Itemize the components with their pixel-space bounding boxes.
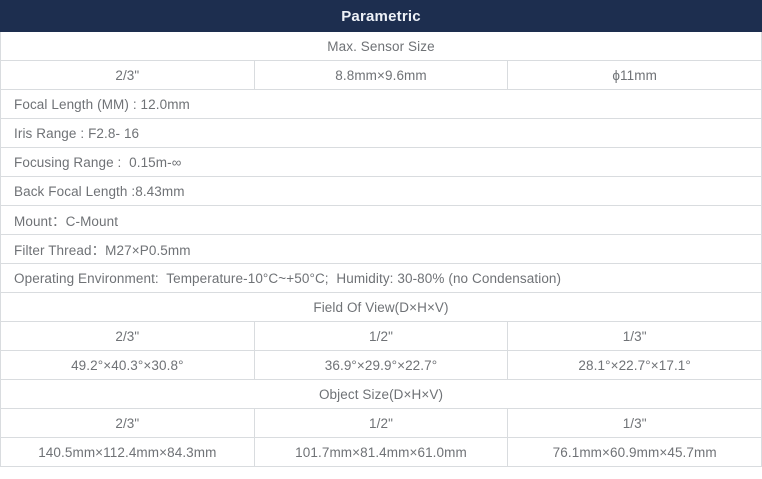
operating-environment-row: Operating Environment: Temperature-10°C~… [1, 264, 761, 293]
object-size-value-cell-1-3: 76.1mm×60.9mm×45.7mm [552, 444, 717, 460]
mount-text: Mount：C-Mount [14, 214, 119, 229]
filter-thread-row: Filter Thread：M27×P0.5mm [1, 235, 761, 264]
operating-environment-text: Operating Environment: Temperature-10°C~… [14, 270, 562, 286]
object-size-format-cell-2-3: 2/3" [1, 409, 255, 437]
fov-format-cell-1-2: 1/2" [255, 322, 509, 350]
fov-value-cell-1-2: 36.9°×29.9°×22.7° [255, 351, 509, 379]
object-size-value-cell-1-2: 101.7mm×81.4mm×61.0mm [255, 438, 509, 466]
focusing-range-text: Focusing Range : 0.15m-∞ [14, 154, 182, 170]
object-size-format-cell-1-2: 1/2" [255, 409, 509, 437]
table-body: Max. Sensor Size 2/3" 8.8mm×9.6mm ϕ11mm … [0, 32, 762, 467]
focusing-range-row: Focusing Range : 0.15m-∞ [1, 148, 761, 177]
field-of-view-header: Field Of View(D×H×V) [313, 299, 449, 315]
sensor-dimensions-cell: 8.8mm×9.6mm [255, 61, 509, 89]
iris-range-text: Iris Range : F2.8- 16 [14, 125, 140, 141]
object-size-value-cell-2-3: 140.5mm×112.4mm×84.3mm [1, 438, 255, 466]
max-sensor-size-header: Max. Sensor Size [327, 38, 435, 54]
object-size-format-row: 2/3" 1/2" 1/3" [1, 409, 761, 438]
parametric-spec-table: Parametric Max. Sensor Size 2/3" 8.8mm×9… [0, 0, 762, 467]
sensor-diameter-cell: ϕ11mm [612, 67, 657, 83]
object-size-format-cell-1-3: 1/3" [622, 415, 647, 431]
back-focal-length-text: Back Focal Length :8.43mm [14, 183, 185, 199]
fov-value-cell-1-3: 28.1°×22.7°×17.1° [578, 357, 691, 373]
field-of-view-header-row: Field Of View(D×H×V) [1, 293, 761, 322]
fov-values-row: 49.2°×40.3°×30.8° 36.9°×29.9°×22.7° 28.1… [1, 351, 761, 380]
sensor-size-row: 2/3" 8.8mm×9.6mm ϕ11mm [1, 61, 761, 90]
fov-format-row: 2/3" 1/2" 1/3" [1, 322, 761, 351]
focal-length-row: Focal Length (MM) : 12.0mm [1, 90, 761, 119]
max-sensor-size-header-row: Max. Sensor Size [1, 32, 761, 61]
fov-format-cell-1-3: 1/3" [622, 328, 647, 344]
mount-row: Mount：C-Mount [1, 206, 761, 235]
object-size-values-row: 140.5mm×112.4mm×84.3mm 101.7mm×81.4mm×61… [1, 438, 761, 467]
sensor-format-cell: 2/3" [1, 61, 255, 89]
back-focal-length-row: Back Focal Length :8.43mm [1, 177, 761, 206]
focal-length-text: Focal Length (MM) : 12.0mm [14, 96, 190, 112]
filter-thread-text: Filter Thread：M27×P0.5mm [14, 243, 191, 258]
object-size-header-row: Object Size(D×H×V) [1, 380, 761, 409]
table-title: Parametric [341, 7, 421, 25]
table-title-bar: Parametric [0, 0, 762, 32]
fov-value-cell-2-3: 49.2°×40.3°×30.8° [1, 351, 255, 379]
iris-range-row: Iris Range : F2.8- 16 [1, 119, 761, 148]
fov-format-cell-2-3: 2/3" [1, 322, 255, 350]
object-size-header: Object Size(D×H×V) [318, 386, 444, 402]
